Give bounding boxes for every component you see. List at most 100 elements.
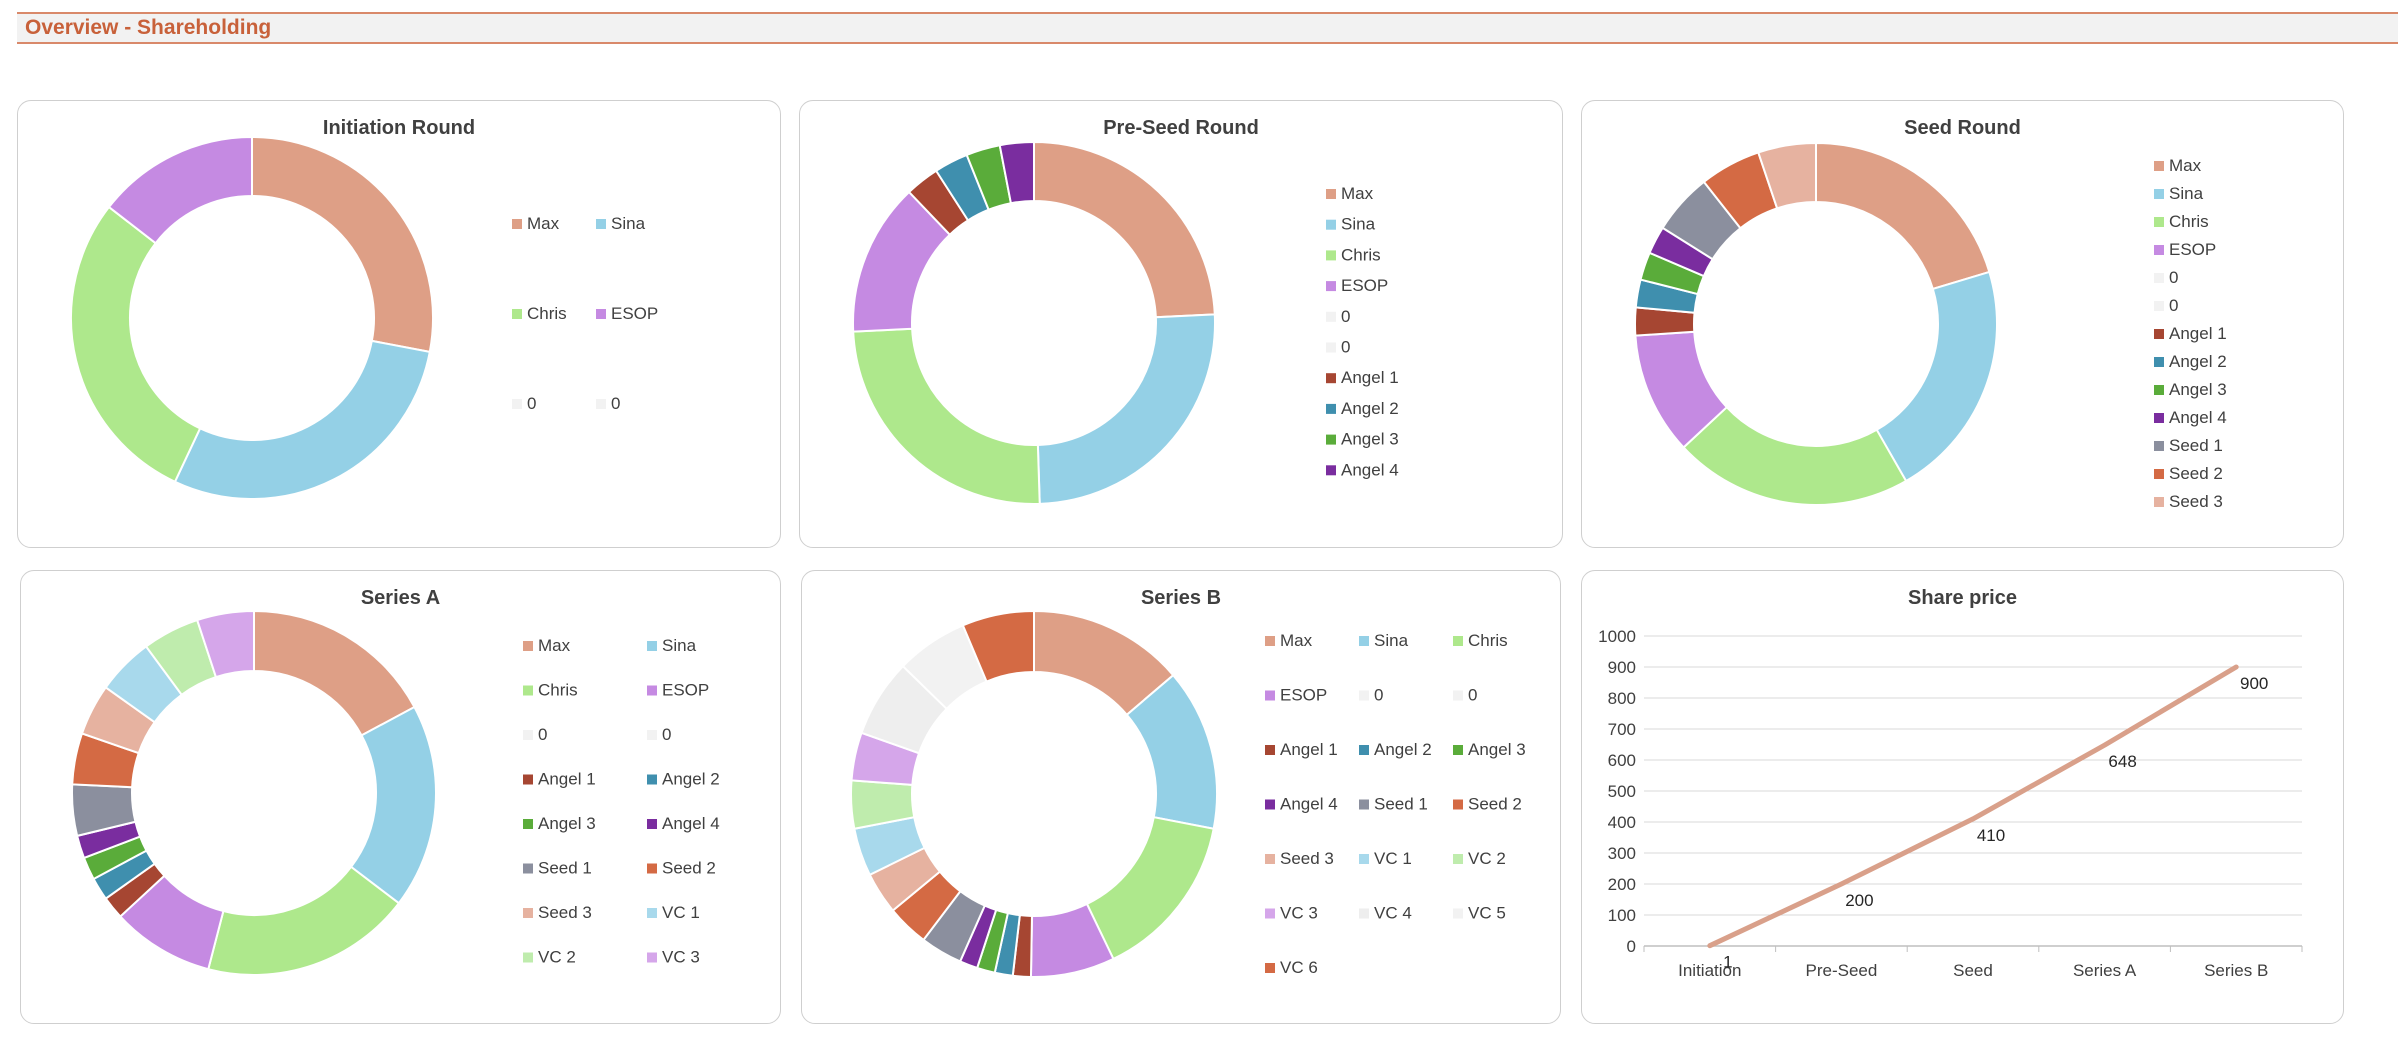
legend-swatch-chris: [512, 309, 522, 319]
legend-label: Max: [538, 636, 571, 655]
legend-label: VC 2: [1468, 849, 1506, 868]
legend-label: Seed 2: [2169, 464, 2223, 483]
legend-label: ESOP: [1280, 686, 1327, 705]
data-point: [1707, 943, 1712, 948]
slice-vc-6: [961, 609, 1035, 683]
data-point: [1971, 816, 1975, 821]
legend-label: 0: [662, 725, 671, 744]
data-label: 200: [1845, 891, 1873, 910]
legend-label: Chris: [1468, 631, 1508, 650]
y-tick-label: 300: [1608, 844, 1636, 863]
x-tick-label: Series B: [2204, 961, 2268, 980]
y-tick-label: 600: [1608, 751, 1636, 770]
legend-swatch-angel-2: [647, 774, 657, 785]
chart-canvas: Max Sina Chris ESOP 0 0 Angel 1 Angel 2 Angel 3 A…: [1634, 141, 2227, 511]
x-tick-label: Pre-Seed: [1805, 961, 1877, 980]
legend-swatch-vc-6: [1265, 963, 1275, 973]
slice-chris: [207, 865, 401, 976]
slice-chris: [852, 327, 1041, 505]
legend-swatch-0: [596, 399, 606, 409]
series-b-chart: Series B Max Sina Chris ESOP 0 0 Angel 1 Angel …: [801, 570, 1561, 1024]
legend-label: Angel 4: [1280, 795, 1338, 814]
y-tick-label: 400: [1608, 813, 1636, 832]
data-label: 648: [2108, 752, 2136, 771]
initiation-round-chart: Initiation Round Max Sina Chris ESOP 0 0: [17, 100, 781, 548]
page-title: Overview - Shareholding: [25, 16, 272, 39]
legend-swatch-0: [1359, 690, 1369, 701]
legend-swatch-max: [2154, 161, 2164, 171]
legend-label: Angel 4: [662, 814, 720, 833]
legend-label: ESOP: [2169, 240, 2216, 259]
chart-title: Pre-Seed Round: [1103, 117, 1259, 139]
legend-swatch-angel-4: [2154, 413, 2164, 423]
legend-label: Sina: [662, 636, 697, 655]
legend-label: Angel 3: [2169, 380, 2227, 399]
y-tick-label: 800: [1608, 689, 1636, 708]
data-label: 410: [1977, 826, 2005, 845]
slice-angel-4: [998, 140, 1035, 205]
legend-swatch-sina: [1359, 636, 1369, 646]
slice-max: [253, 609, 416, 737]
slice-sina: [349, 705, 437, 905]
legend-label: Angel 1: [2169, 324, 2227, 343]
legend-swatch-vc-5: [1453, 908, 1463, 919]
legend-label: Max: [527, 214, 560, 233]
legend-label: Chris: [1341, 245, 1381, 264]
legend-label: Max: [2169, 156, 2202, 175]
legend-swatch-seed-2: [647, 863, 657, 874]
legend-label: Seed 3: [538, 903, 592, 922]
legend-label: Angel 3: [1341, 430, 1399, 449]
x-tick-label: Seed: [1953, 961, 1993, 980]
legend-swatch-angel-2: [1359, 745, 1369, 755]
legend-label: Seed 3: [2169, 492, 2223, 511]
legend-swatch-vc-1: [647, 908, 657, 918]
legend-swatch-0: [647, 730, 657, 740]
legend-swatch-chris: [1453, 636, 1463, 646]
legend-label: Sina: [2169, 184, 2204, 203]
legend-swatch-sina: [596, 219, 606, 229]
legend-swatch-seed-1: [523, 863, 533, 874]
chart-title: Seed Round: [1904, 117, 2021, 139]
legend-label: Angel 2: [1341, 399, 1399, 418]
slice-vc-3: [195, 609, 255, 679]
slice-max: [1815, 141, 1991, 291]
legend-label: Max: [1280, 631, 1313, 650]
legend-label: Seed 2: [662, 859, 716, 878]
legend-label: VC 4: [1374, 904, 1412, 923]
legend-swatch-chris: [1326, 250, 1336, 261]
legend-swatch-esop: [1265, 690, 1275, 701]
chart-canvas: 0 100 200 300 400 500 600 700 800 900 1000 Initiati…: [1598, 627, 2303, 980]
legend-swatch-seed-3: [1265, 854, 1275, 864]
legend-swatch-0: [1453, 690, 1463, 701]
share-price-chart: Share price 0 100 200 300 400 500 600 700 800 900…: [1581, 570, 2344, 1024]
legend-swatch-esop: [1326, 281, 1336, 292]
legend-label: Max: [1341, 184, 1374, 203]
legend-label: VC 1: [1374, 849, 1412, 868]
chart-canvas: Max Sina Chris ESOP 0 0 Angel 1 Angel 2 Angel 3 A…: [852, 140, 1399, 505]
slice-esop: [107, 135, 253, 245]
section-header: Overview - Shareholding: [17, 12, 2398, 44]
share-price-line: [1707, 664, 2239, 949]
legend-label: VC 5: [1468, 904, 1506, 923]
legend-swatch-vc-3: [1265, 908, 1275, 919]
legend-swatch-sina: [2154, 189, 2164, 199]
legend-label: 0: [1341, 338, 1350, 357]
legend-swatch-esop: [2154, 245, 2164, 255]
legend-swatch-max: [1265, 636, 1275, 646]
legend-label: Angel 1: [1341, 368, 1399, 387]
slice-sina: [1875, 270, 1998, 483]
legend-swatch-esop: [647, 685, 657, 696]
legend-label: Angel 2: [662, 770, 720, 789]
y-tick-label: 1000: [1598, 627, 1636, 646]
legend-swatch-vc-2: [1453, 854, 1463, 864]
legend-swatch-sina: [647, 641, 657, 651]
legend-label: 0: [538, 725, 547, 744]
slice-max: [251, 135, 434, 354]
legend-label: 0: [1468, 686, 1477, 705]
legend-label: Sina: [1341, 215, 1376, 234]
legend-swatch-vc-3: [647, 952, 657, 963]
legend-label: ESOP: [662, 681, 709, 700]
legend-label: 0: [2169, 268, 2178, 287]
chart-title: Initiation Round: [322, 117, 476, 139]
chart-title: Share price: [1908, 587, 2017, 609]
